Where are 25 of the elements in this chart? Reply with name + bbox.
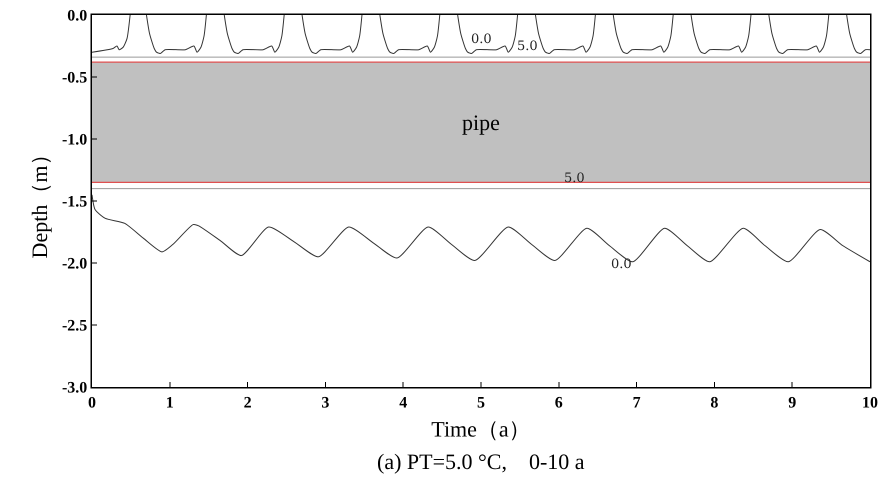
y-tick-label: -1.0 — [62, 132, 88, 149]
x-tick-label: 8 — [710, 394, 718, 412]
x-tick-label: 4 — [399, 394, 408, 412]
x-tick-label: 9 — [788, 394, 796, 412]
band-label: pipe — [462, 110, 500, 135]
text: (a) PT=5.0 °C, 0-10 a — [377, 449, 585, 474]
series-label: 5.0 — [517, 39, 538, 54]
x-tick-label: 0 — [88, 394, 96, 412]
x-tick-label: 10 — [862, 394, 878, 412]
y-axis-title: Depth（m） — [27, 144, 52, 258]
y-tick-label: -2.0 — [62, 256, 88, 273]
x-tick-label: 7 — [632, 394, 641, 412]
y-tick-label: -1.5 — [62, 194, 88, 211]
x-axis-title: Time（a） — [431, 416, 531, 442]
x-tick-label: 6 — [554, 394, 563, 412]
x-tick-label: 2 — [244, 394, 252, 412]
series-label: 0.0 — [611, 257, 632, 272]
y-tick-label: 0.0 — [67, 8, 88, 25]
x-tick-label: 3 — [321, 394, 330, 412]
y-tick-label: -2.5 — [62, 318, 88, 335]
x-tick-label: 1 — [166, 394, 174, 412]
y-tick-label: -3.0 — [62, 380, 88, 397]
y-tick-label: -0.5 — [62, 70, 88, 87]
series-label: 0.0 — [471, 32, 492, 47]
x-tick-label: 5 — [477, 394, 485, 412]
